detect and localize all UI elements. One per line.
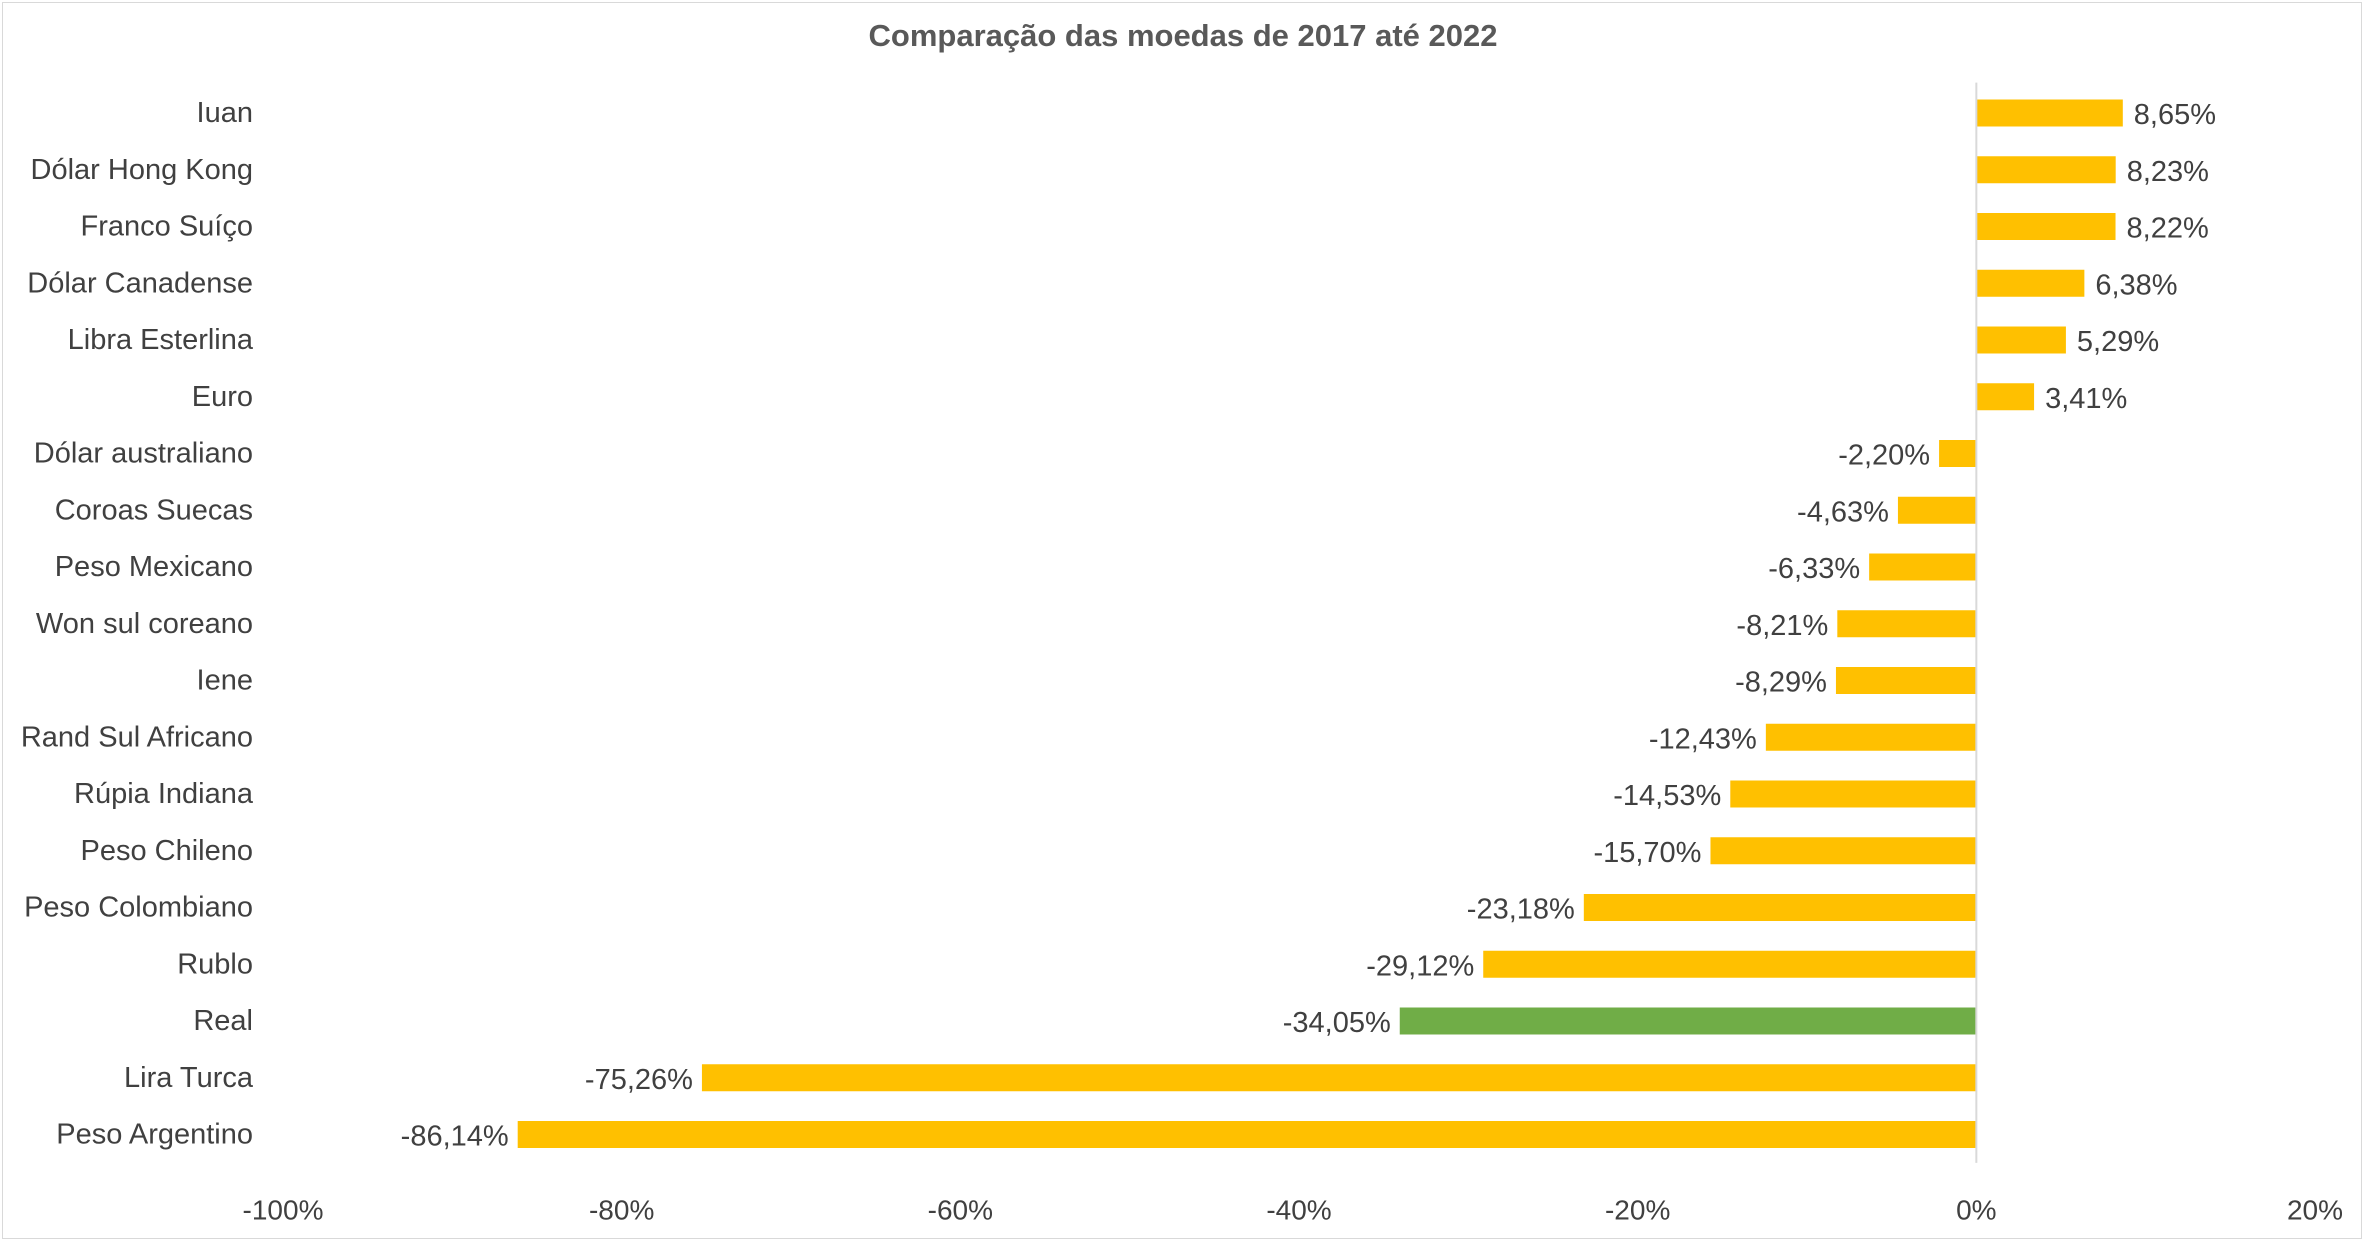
data-label: 3,41% — [2045, 383, 2127, 415]
bar-10 — [1835, 667, 1977, 694]
data-label: -15,70% — [1593, 837, 1701, 869]
bar-15 — [1483, 950, 1977, 978]
bar-11 — [1765, 723, 1977, 751]
bar-13 — [1710, 837, 1977, 865]
category-label: Real — [193, 1005, 253, 1037]
category-label: Peso Mexicano — [55, 551, 253, 583]
data-label: -2,20% — [1838, 440, 1930, 472]
category-label: Won sul coreano — [36, 608, 253, 640]
bar-4 — [1976, 326, 2066, 354]
bar-14 — [1583, 894, 1977, 921]
data-label: -12,43% — [1649, 723, 1757, 755]
chart-title: Comparação das moedas de 2017 até 2022 — [868, 18, 1498, 53]
category-label: Peso Argentino — [56, 1119, 253, 1151]
category-label: Rúpia Indiana — [74, 778, 254, 810]
category-label: Iene — [197, 665, 253, 697]
x-tick-label: -20% — [1605, 1195, 1670, 1226]
category-label: Peso Chileno — [81, 835, 254, 867]
data-label: -34,05% — [1283, 1007, 1391, 1039]
category-label: Peso Colombiano — [24, 892, 253, 924]
category-label: Dólar Canadense — [27, 267, 253, 299]
category-label: Lira Turca — [124, 1062, 254, 1094]
bar-7 — [1897, 496, 1977, 524]
category-label: Coroas Suecas — [55, 494, 253, 526]
data-label: 8,65% — [2134, 99, 2216, 131]
category-label: Franco Suíço — [81, 211, 253, 243]
category-label: Euro — [192, 381, 253, 413]
x-tick-label: -60% — [928, 1195, 993, 1226]
bar-2 — [1976, 213, 2116, 240]
data-label: -29,12% — [1366, 950, 1474, 982]
data-label: -23,18% — [1467, 894, 1575, 926]
category-label: Iuan — [197, 97, 253, 129]
bar-5 — [1976, 383, 2035, 411]
category-label: Libra Esterlina — [68, 324, 254, 356]
data-label: -14,53% — [1613, 780, 1721, 812]
bar-16 — [1399, 1007, 1977, 1035]
data-label: -75,26% — [585, 1064, 693, 1096]
category-label: Rublo — [177, 948, 253, 980]
data-label: 8,22% — [2127, 213, 2209, 245]
bar-6 — [1939, 440, 1977, 467]
data-label: -8,29% — [1735, 667, 1827, 699]
category-label: Rand Sul Africano — [21, 721, 253, 753]
data-label: -4,63% — [1797, 496, 1889, 528]
x-tick-label: -40% — [1266, 1195, 1331, 1226]
x-tick-label: -80% — [589, 1195, 654, 1226]
category-label: Dólar australiano — [34, 438, 253, 470]
bar-3 — [1976, 269, 2085, 297]
bar-18 — [517, 1121, 1977, 1148]
x-tick-label: 0% — [1956, 1195, 1996, 1226]
bar-9 — [1837, 610, 1977, 638]
bar-12 — [1730, 780, 1977, 808]
data-label: 5,29% — [2077, 326, 2159, 358]
data-label: 6,38% — [2095, 269, 2177, 301]
data-label: -86,14% — [401, 1121, 509, 1153]
x-tick-label: 20% — [2287, 1195, 2343, 1226]
bar-1 — [1976, 156, 2116, 184]
data-label: -8,21% — [1736, 610, 1828, 642]
bar-8 — [1869, 553, 1977, 581]
bar-17 — [701, 1064, 1977, 1092]
data-label: 8,23% — [2127, 156, 2209, 188]
category-label: Dólar Hong Kong — [31, 154, 253, 186]
bar-0 — [1976, 99, 2123, 127]
x-tick-label: -100% — [243, 1195, 324, 1226]
data-label: -6,33% — [1768, 553, 1860, 585]
